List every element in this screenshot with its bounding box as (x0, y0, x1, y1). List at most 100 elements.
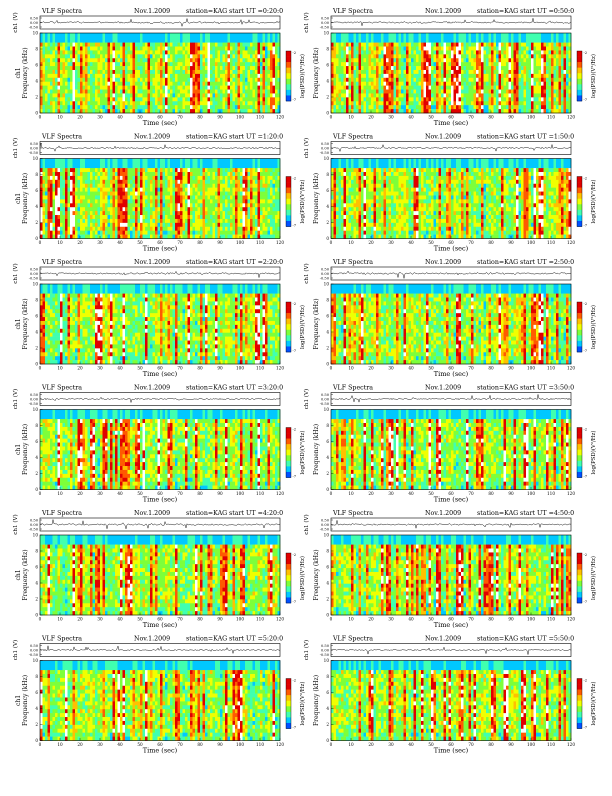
heatmap-cell (45, 93, 48, 97)
heatmap-cell (331, 33, 334, 43)
heatmap-cell (331, 43, 334, 47)
heatmap-cell (103, 50, 106, 54)
heatmap-cell (175, 227, 178, 231)
heatmap-cell (263, 33, 266, 43)
heatmap-cell (235, 78, 238, 82)
heatmap-cell (371, 66, 374, 70)
heatmap-cell (205, 62, 208, 66)
heatmap-cell (411, 78, 414, 82)
heatmap-cell (253, 90, 256, 94)
heatmap-cell (138, 82, 141, 86)
heatmap-cell (143, 109, 146, 113)
heatmap-cell (153, 199, 156, 203)
heatmap-cell (223, 33, 226, 43)
heatmap-cell (80, 58, 83, 62)
heatmap-cell (178, 101, 181, 105)
heatmap-cell (168, 215, 171, 219)
heatmap-cell (536, 62, 539, 66)
heatmap-cell (163, 219, 166, 223)
heatmap-cell (454, 33, 457, 43)
heatmap-cell (456, 70, 459, 74)
heatmap-cell (366, 43, 369, 47)
heatmap-cell (434, 58, 437, 62)
heatmap-cell (108, 176, 111, 180)
heatmap-cell (519, 78, 522, 82)
heatmap-cell (170, 43, 173, 47)
heatmap-cell (125, 66, 128, 70)
heatmap-cell (65, 54, 68, 58)
heatmap-cell (85, 192, 88, 196)
heatmap-cell (160, 93, 163, 97)
heatmap-cell (203, 58, 206, 62)
heatmap-cell (173, 199, 176, 203)
heatmap-cell (213, 62, 216, 66)
heatmap-cell (481, 82, 484, 86)
heatmap-cell (60, 78, 63, 82)
heatmap-cell (43, 90, 46, 94)
heatmap-cell (138, 219, 141, 223)
heatmap-cell (351, 97, 354, 101)
heatmap-cell (145, 78, 148, 82)
heatmap-cell (374, 82, 377, 86)
heatmap-cell (344, 74, 347, 78)
heatmap-cell (474, 86, 477, 90)
heatmap-cell (73, 223, 76, 227)
heatmap-cell (454, 66, 457, 70)
heatmap-cell (78, 66, 81, 70)
heatmap-cell (123, 203, 126, 207)
heatmap-cell (100, 203, 103, 207)
heatmap-cell (220, 86, 223, 90)
heatmap-cell (499, 74, 502, 78)
heatmap-cell (95, 70, 98, 74)
heatmap-cell (444, 97, 447, 101)
time-tick-label: 0 (330, 115, 333, 120)
heatmap-cell (554, 54, 557, 58)
heatmap-cell (198, 58, 201, 62)
heatmap-cell (65, 231, 68, 235)
heatmap-cell (110, 207, 113, 211)
heatmap-cell (544, 109, 547, 113)
heatmap-cell (140, 192, 143, 196)
heatmap-cell (70, 203, 73, 207)
heatmap-cell (175, 74, 178, 78)
heatmap-cell (110, 172, 113, 176)
heatmap-cell (48, 66, 51, 70)
heatmap-cell (561, 33, 564, 43)
heatmap-cell (103, 70, 106, 74)
heatmap-cell (414, 54, 417, 58)
heatmap-cell (130, 97, 133, 101)
heatmap-cell (125, 199, 128, 203)
heatmap-cell (416, 62, 419, 66)
heatmap-cell (516, 97, 519, 101)
heatmap-cell (341, 74, 344, 78)
heatmap-cell (379, 70, 382, 74)
heatmap-cell (459, 86, 462, 90)
heatmap-cell (429, 82, 432, 86)
heatmap-cell (506, 74, 509, 78)
heatmap-cell (48, 159, 51, 169)
heatmap-cell (371, 82, 374, 86)
heatmap-cell (93, 70, 96, 74)
heatmap-cell (534, 97, 537, 101)
heatmap-cell (123, 66, 126, 70)
heatmap-cell (73, 203, 76, 207)
heatmap-cell (404, 66, 407, 70)
heatmap-cell (68, 211, 71, 215)
heatmap-cell (534, 54, 537, 58)
heatmap-cell (439, 66, 442, 70)
heatmap-cell (180, 195, 183, 199)
heatmap-cell (125, 172, 128, 176)
heatmap-cell (53, 70, 56, 74)
heatmap-cell (113, 78, 116, 82)
heatmap-cell (183, 219, 186, 223)
heatmap-cell (165, 78, 168, 82)
heatmap-cell (53, 176, 56, 180)
heatmap-cell (341, 47, 344, 51)
heatmap-cell (88, 47, 91, 51)
heatmap-cell (351, 82, 354, 86)
heatmap-cell (404, 86, 407, 90)
heatmap-cell (65, 215, 68, 219)
heatmap-cell (258, 62, 261, 66)
heatmap-cell (265, 70, 268, 74)
heatmap-cell (484, 47, 487, 51)
